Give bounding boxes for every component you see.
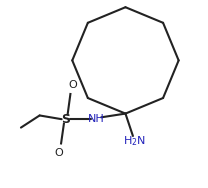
Text: O: O: [55, 148, 64, 158]
Text: O: O: [68, 80, 77, 90]
Text: S: S: [61, 113, 70, 126]
Text: NH: NH: [88, 114, 105, 124]
Text: H$_2$N: H$_2$N: [123, 135, 146, 149]
